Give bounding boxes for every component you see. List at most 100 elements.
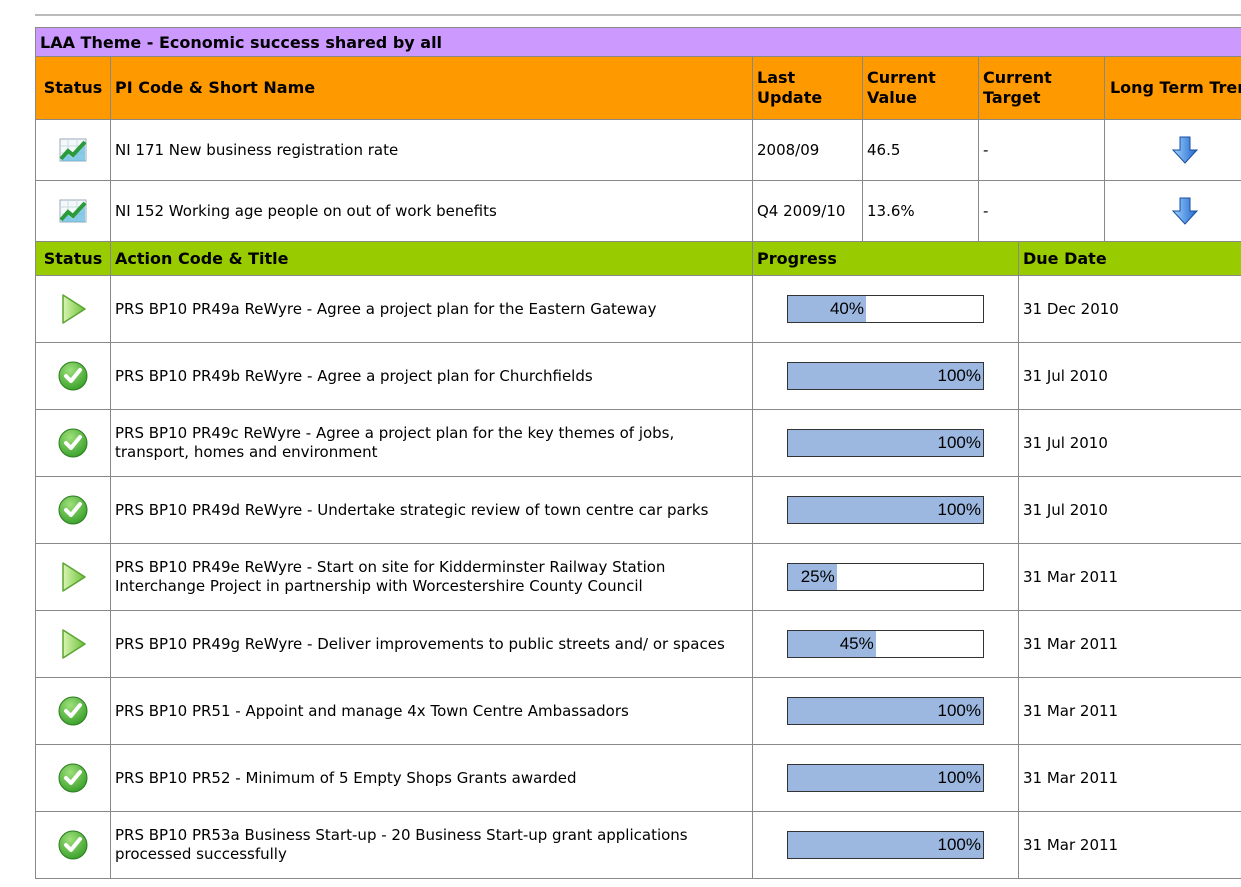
progress-label: 100% — [937, 701, 981, 720]
column-header: Action Code & Title — [110, 241, 753, 276]
status-cell — [35, 342, 111, 410]
pi-row: NI 152 Working age people on out of work… — [35, 180, 1241, 242]
progress-cell: 100% — [752, 744, 1019, 812]
action-row: PRS BP10 PR49g ReWyre - Deliver improvem… — [35, 610, 1241, 678]
action-title: PRS BP10 PR52 - Minimum of 5 Empty Shops… — [110, 744, 753, 812]
action-title: PRS BP10 PR53a Business Start-up - 20 Bu… — [110, 811, 753, 879]
action-row: PRS BP10 PR49b ReWyre - Agree a project … — [35, 342, 1241, 410]
top-rule — [35, 14, 1241, 16]
progress-fill — [788, 363, 983, 389]
theme-row: LAA Theme - Economic success shared by a… — [35, 27, 1241, 57]
progress-bar: 100% — [787, 697, 984, 725]
due-date: 31 Mar 2011 — [1018, 677, 1241, 745]
current-value: 46.5 — [862, 119, 979, 181]
column-header: Status — [35, 56, 111, 120]
last-update: Q4 2009/10 — [752, 180, 863, 242]
progress-fill — [788, 296, 866, 322]
due-date: 31 Dec 2010 — [1018, 275, 1241, 343]
status-cell — [35, 180, 111, 242]
action-title: PRS BP10 PR49a ReWyre - Agree a project … — [110, 275, 753, 343]
action-row: PRS BP10 PR52 - Minimum of 5 Empty Shops… — [35, 744, 1241, 812]
status-icon — [1109, 135, 1241, 165]
status-icon — [40, 627, 106, 661]
progress-cell: 100% — [752, 409, 1019, 477]
progress-label: 100% — [937, 835, 981, 854]
status-cell — [35, 409, 111, 477]
scorecard: LAA Theme - Economic success shared by a… — [35, 27, 1241, 887]
pi-name: NI 171 New business registration rate — [110, 119, 753, 181]
action-title: PRS BP10 PR49b ReWyre - Agree a project … — [110, 342, 753, 410]
progress-fill — [788, 832, 983, 858]
progress-cell: 40% — [752, 275, 1019, 343]
column-header: Progress — [752, 241, 1019, 276]
status-icon — [40, 560, 106, 594]
status-icon — [40, 137, 106, 163]
progress-cell: 100% — [752, 811, 1019, 879]
status-cell — [35, 677, 111, 745]
column-header: PI Code & Short Name — [110, 56, 753, 120]
action-title: PRS BP10 PR49e ReWyre - Start on site fo… — [110, 543, 753, 611]
progress-bar: 45% — [787, 630, 984, 658]
pi-table: LAA Theme - Economic success shared by a… — [35, 27, 1241, 242]
progress-cell: 100% — [752, 342, 1019, 410]
trend-cell — [1103, 119, 1241, 181]
action-title: PRS BP10 PR49g ReWyre - Deliver improvem… — [110, 610, 753, 678]
progress-label: 100% — [937, 366, 981, 385]
progress-bar: 100% — [787, 831, 984, 859]
action-row: PRS BP10 PR49a ReWyre - Agree a project … — [35, 275, 1241, 343]
status-cell — [35, 275, 111, 343]
column-header: Status — [35, 241, 111, 276]
progress-fill — [788, 698, 983, 724]
action-title: PRS BP10 PR49d ReWyre - Undertake strate… — [110, 476, 753, 544]
action-row: PRS BP10 PR49c ReWyre - Agree a project … — [35, 409, 1241, 477]
progress-label: 100% — [937, 768, 981, 787]
theme-title: LAA Theme - Economic success shared by a… — [35, 27, 1241, 57]
due-date: 31 Mar 2011 — [1018, 744, 1241, 812]
action-title: PRS BP10 PR49c ReWyre - Agree a project … — [110, 409, 753, 477]
due-date: 31 Jul 2010 — [1018, 409, 1241, 477]
progress-label: 45% — [839, 634, 874, 653]
progress-bar: 100% — [787, 496, 984, 524]
action-title: PRS BP10 PR51 - Appoint and manage 4x To… — [110, 677, 753, 745]
progress-label: 100% — [937, 433, 981, 452]
action-row: PRS BP10 PR53a Business Start-up - 20 Bu… — [35, 811, 1241, 879]
status-cell — [35, 744, 111, 812]
status-icon — [1109, 196, 1241, 226]
progress-label: 25% — [800, 567, 835, 586]
status-icon — [40, 494, 106, 526]
status-icon — [40, 829, 106, 861]
progress-cell: 45% — [752, 610, 1019, 678]
current-target: - — [978, 119, 1105, 181]
pi-row: NI 171 New business registration rate 200… — [35, 119, 1241, 181]
status-icon — [40, 198, 106, 224]
progress-fill — [788, 430, 983, 456]
action-row: PRS BP10 PR49e ReWyre - Start on site fo… — [35, 543, 1241, 611]
progress-cell: 100% — [752, 677, 1019, 745]
current-target: - — [978, 180, 1105, 242]
last-update: 2008/09 — [752, 119, 863, 181]
trend-cell — [1103, 180, 1241, 242]
progress-fill — [788, 631, 876, 657]
due-date: 31 Mar 2011 — [1018, 811, 1241, 879]
progress-fill — [788, 497, 983, 523]
action-row: PRS BP10 PR49d ReWyre - Undertake strate… — [35, 476, 1241, 544]
progress-bar: 25% — [787, 563, 984, 591]
column-header: Long Term Trend — [1103, 56, 1241, 120]
progress-bar: 100% — [787, 764, 984, 792]
due-date: 31 Jul 2010 — [1018, 342, 1241, 410]
progress-fill — [788, 564, 837, 590]
status-icon — [40, 427, 106, 459]
status-cell — [35, 119, 111, 181]
action-row: PRS BP10 PR51 - Appoint and manage 4x To… — [35, 677, 1241, 745]
progress-bar: 100% — [787, 362, 984, 390]
pi-header: Status PI Code & Short Name Last Update Cur… — [35, 56, 1241, 120]
status-cell — [35, 543, 111, 611]
status-icon — [40, 292, 106, 326]
current-value: 13.6% — [862, 180, 979, 242]
due-date: 31 Mar 2011 — [1018, 610, 1241, 678]
status-icon — [40, 695, 106, 727]
action-table: Status Action Code & Title Progress Due Dat… — [35, 241, 1241, 879]
due-date: 31 Mar 2011 — [1018, 543, 1241, 611]
column-header: Current Target — [978, 56, 1105, 120]
